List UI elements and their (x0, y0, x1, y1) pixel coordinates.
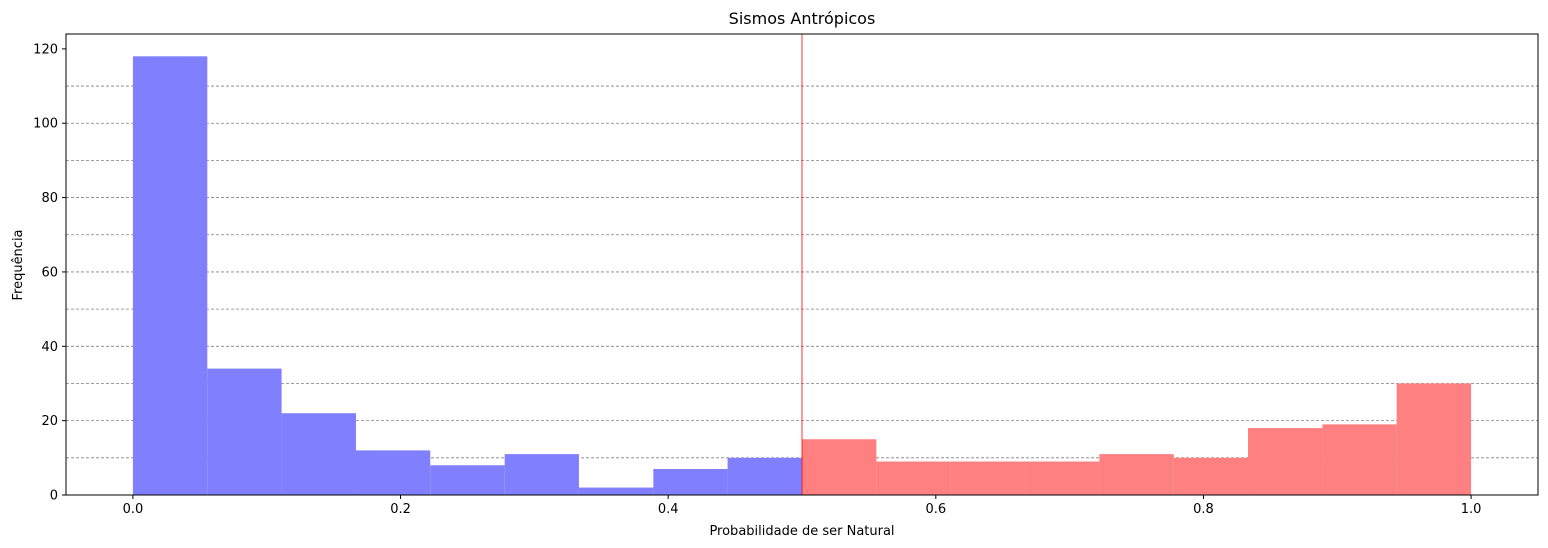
x-axis-title: Probabilidade de ser Natural (709, 524, 894, 539)
histogram-bar (207, 368, 282, 495)
y-tick-label: 20 (41, 414, 58, 429)
histogram-bar (1396, 383, 1472, 495)
histogram-bar (132, 56, 208, 495)
histogram-bar (430, 465, 505, 495)
histogram-bar (802, 439, 877, 495)
y-axis-title: Frequência (11, 229, 26, 300)
histogram-bar (950, 461, 1026, 495)
y-tick-label: 40 (41, 340, 58, 355)
histogram-bar (281, 413, 356, 495)
y-tick-label: 60 (41, 265, 58, 280)
x-tick-label: 1.0 (1461, 502, 1482, 517)
histogram-bar (1025, 461, 1100, 495)
y-tick-label: 120 (33, 42, 58, 57)
histogram-bar (504, 454, 579, 495)
y-axis-ticks: 0 20 40 60 80 100 120 (33, 42, 66, 504)
x-tick-label: 0.0 (123, 502, 144, 517)
y-tick-label: 100 (33, 117, 58, 132)
histogram-bar (1248, 428, 1323, 495)
histogram-bar (1173, 457, 1249, 495)
chart-title: Sismos Antrópicos (729, 9, 876, 28)
histogram-bar (1322, 424, 1397, 495)
histogram-bar (1099, 454, 1174, 495)
x-tick-label: 0.2 (390, 502, 411, 517)
x-tick-label: 0.8 (1193, 502, 1214, 517)
histogram-bar (876, 461, 951, 495)
histogram-bar (653, 468, 728, 495)
histogram-bar (355, 450, 431, 495)
x-axis-ticks: 0.0 0.2 0.4 0.6 0.8 1.0 (123, 495, 1482, 517)
x-tick-label: 0.4 (658, 502, 679, 517)
plot-frame (65, 33, 1539, 496)
x-tick-label: 0.6 (925, 502, 946, 517)
y-tick-label: 80 (41, 191, 58, 206)
bars-group (132, 56, 1472, 495)
y-tick-label: 0 (50, 489, 58, 504)
histogram-bar (578, 487, 654, 495)
histogram-bar (727, 457, 802, 495)
